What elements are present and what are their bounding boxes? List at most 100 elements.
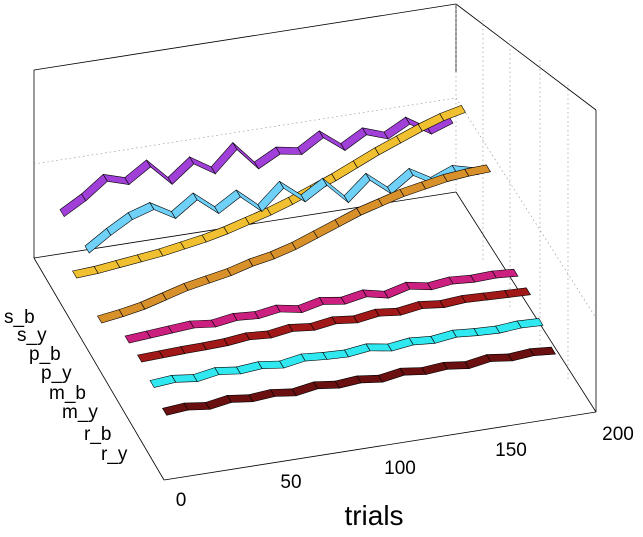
ribbon-segment: [378, 367, 405, 383]
ribbon-segment: [201, 226, 229, 243]
ribbon-segment: [232, 311, 260, 321]
series-label-p_b: p_b: [29, 344, 61, 365]
ribbon-segment: [115, 254, 142, 268]
ribbon-segment: [448, 274, 476, 285]
box-edges: [33, 3, 597, 481]
ribbon-segment: [340, 127, 367, 151]
ribbon-segment: [334, 375, 362, 389]
ribbon-segment: [244, 207, 272, 225]
ribbon-segment: [253, 146, 281, 170]
ribbon-segment: [140, 292, 167, 310]
series-label-m_y: m_y: [62, 402, 98, 423]
ribbon-segment: [210, 313, 238, 328]
series-label-s_y: s_y: [17, 325, 47, 346]
ribbon-segment: [223, 332, 251, 346]
ribbon-segment: [340, 289, 368, 305]
box-floor-right-edge: [455, 191, 597, 413]
ribbon-segment: [504, 287, 531, 298]
series-labels: s_b s_y p_b p_y m_b m_y r_b r_y: [4, 307, 128, 465]
ribbon-segment: [192, 192, 220, 214]
ribbon-segment: [183, 402, 211, 411]
ribbon-segment: [309, 316, 337, 331]
ribbon-segment: [167, 156, 195, 185]
ribbon-segment: [244, 330, 272, 341]
ribbon-segment: [353, 308, 380, 324]
ribbon-p_y: [97, 164, 491, 324]
series-label-m_b: m_b: [49, 383, 86, 404]
series-label-r_y: r_y: [101, 444, 128, 465]
ribbon-segment: [439, 295, 467, 308]
ribbon-segment: [356, 198, 383, 216]
x-tick-label: 50: [280, 472, 301, 493]
ribbon-segment: [180, 234, 207, 250]
ribbon-m_b: [124, 268, 519, 344]
ribbon-segment: [482, 290, 510, 301]
series-label-r_b: r_b: [84, 424, 111, 445]
ribbon-segment: [387, 337, 414, 352]
ribbon-segment: [399, 181, 427, 197]
ribbon-segment: [161, 283, 189, 301]
ribbon-s_y: [72, 105, 466, 279]
ribbon-segment: [81, 173, 108, 202]
ribbon-segment: [162, 402, 189, 416]
ribbon-segment: [180, 342, 207, 354]
ribbon-segment: [127, 202, 155, 220]
ribbon-segment: [269, 242, 297, 260]
ribbon-segment: [426, 276, 454, 291]
ribbon-segment: [210, 141, 238, 175]
ribbon-segment: [205, 268, 232, 284]
ribbon-segment: [516, 318, 544, 329]
ribbon-segment: [473, 325, 501, 336]
ribbon-segment: [383, 281, 411, 299]
ribbon-segment: [421, 361, 448, 375]
ribbon-segment: [291, 230, 319, 250]
ribbon-segment: [192, 367, 220, 382]
ribbon-segment: [254, 304, 281, 319]
ribbon-segment: [495, 320, 522, 334]
ribbon-r_b: [149, 318, 544, 388]
ribbon-r_y: [162, 346, 557, 416]
ribbon-segment: [399, 367, 427, 376]
ribbon-segment: [188, 156, 217, 175]
x-ticks: 0 50 100 150 200: [176, 424, 634, 511]
ribbon-segment: [374, 307, 402, 317]
ribbon-segment: [97, 309, 124, 324]
ribbon-segment: [183, 275, 211, 291]
series-label-s_b: s_b: [4, 307, 35, 328]
box-back-top-edge: [33, 3, 457, 71]
ribbon-segment: [417, 300, 445, 309]
ribbon-segment: [149, 374, 177, 388]
ribbon-segment: [124, 330, 152, 344]
ribbon-segment: [84, 227, 112, 254]
ribbon-segment: [205, 395, 232, 410]
ribbon-segment: [146, 325, 173, 339]
ribbon-segment: [226, 394, 254, 403]
ribbon-segment: [146, 159, 173, 185]
ribbon-segment: [331, 315, 359, 325]
ribbon-segment: [269, 388, 297, 397]
ribbon-segment: [149, 201, 177, 220]
ribbon-segment: [171, 374, 198, 383]
ribbon-segment: [300, 352, 328, 362]
ribbon-segment: [248, 389, 276, 403]
ribbon-segment: [464, 354, 492, 369]
ribbon-segment: [430, 329, 458, 344]
x-tick-label: 0: [176, 490, 187, 511]
ribbon-segment: [291, 381, 319, 397]
ribbon-segment: [102, 173, 130, 185]
ribbon-segment: [408, 335, 436, 346]
ribbon-segment: [257, 360, 285, 370]
box-floor-left-edge: [33, 257, 165, 481]
ribbon-segment: [318, 130, 346, 151]
ribbon-segment: [352, 147, 380, 169]
ribbon-segment: [396, 301, 423, 316]
grid-line: [33, 97, 457, 165]
ribbon-segment: [439, 105, 466, 121]
ribbon-segment: [189, 319, 217, 329]
ribbon-segment: [124, 159, 151, 186]
x-tick-label: 150: [495, 440, 527, 461]
grid-lines: [33, 4, 597, 380]
ribbon-segment: [464, 164, 491, 177]
ribbon-segment: [461, 292, 488, 303]
